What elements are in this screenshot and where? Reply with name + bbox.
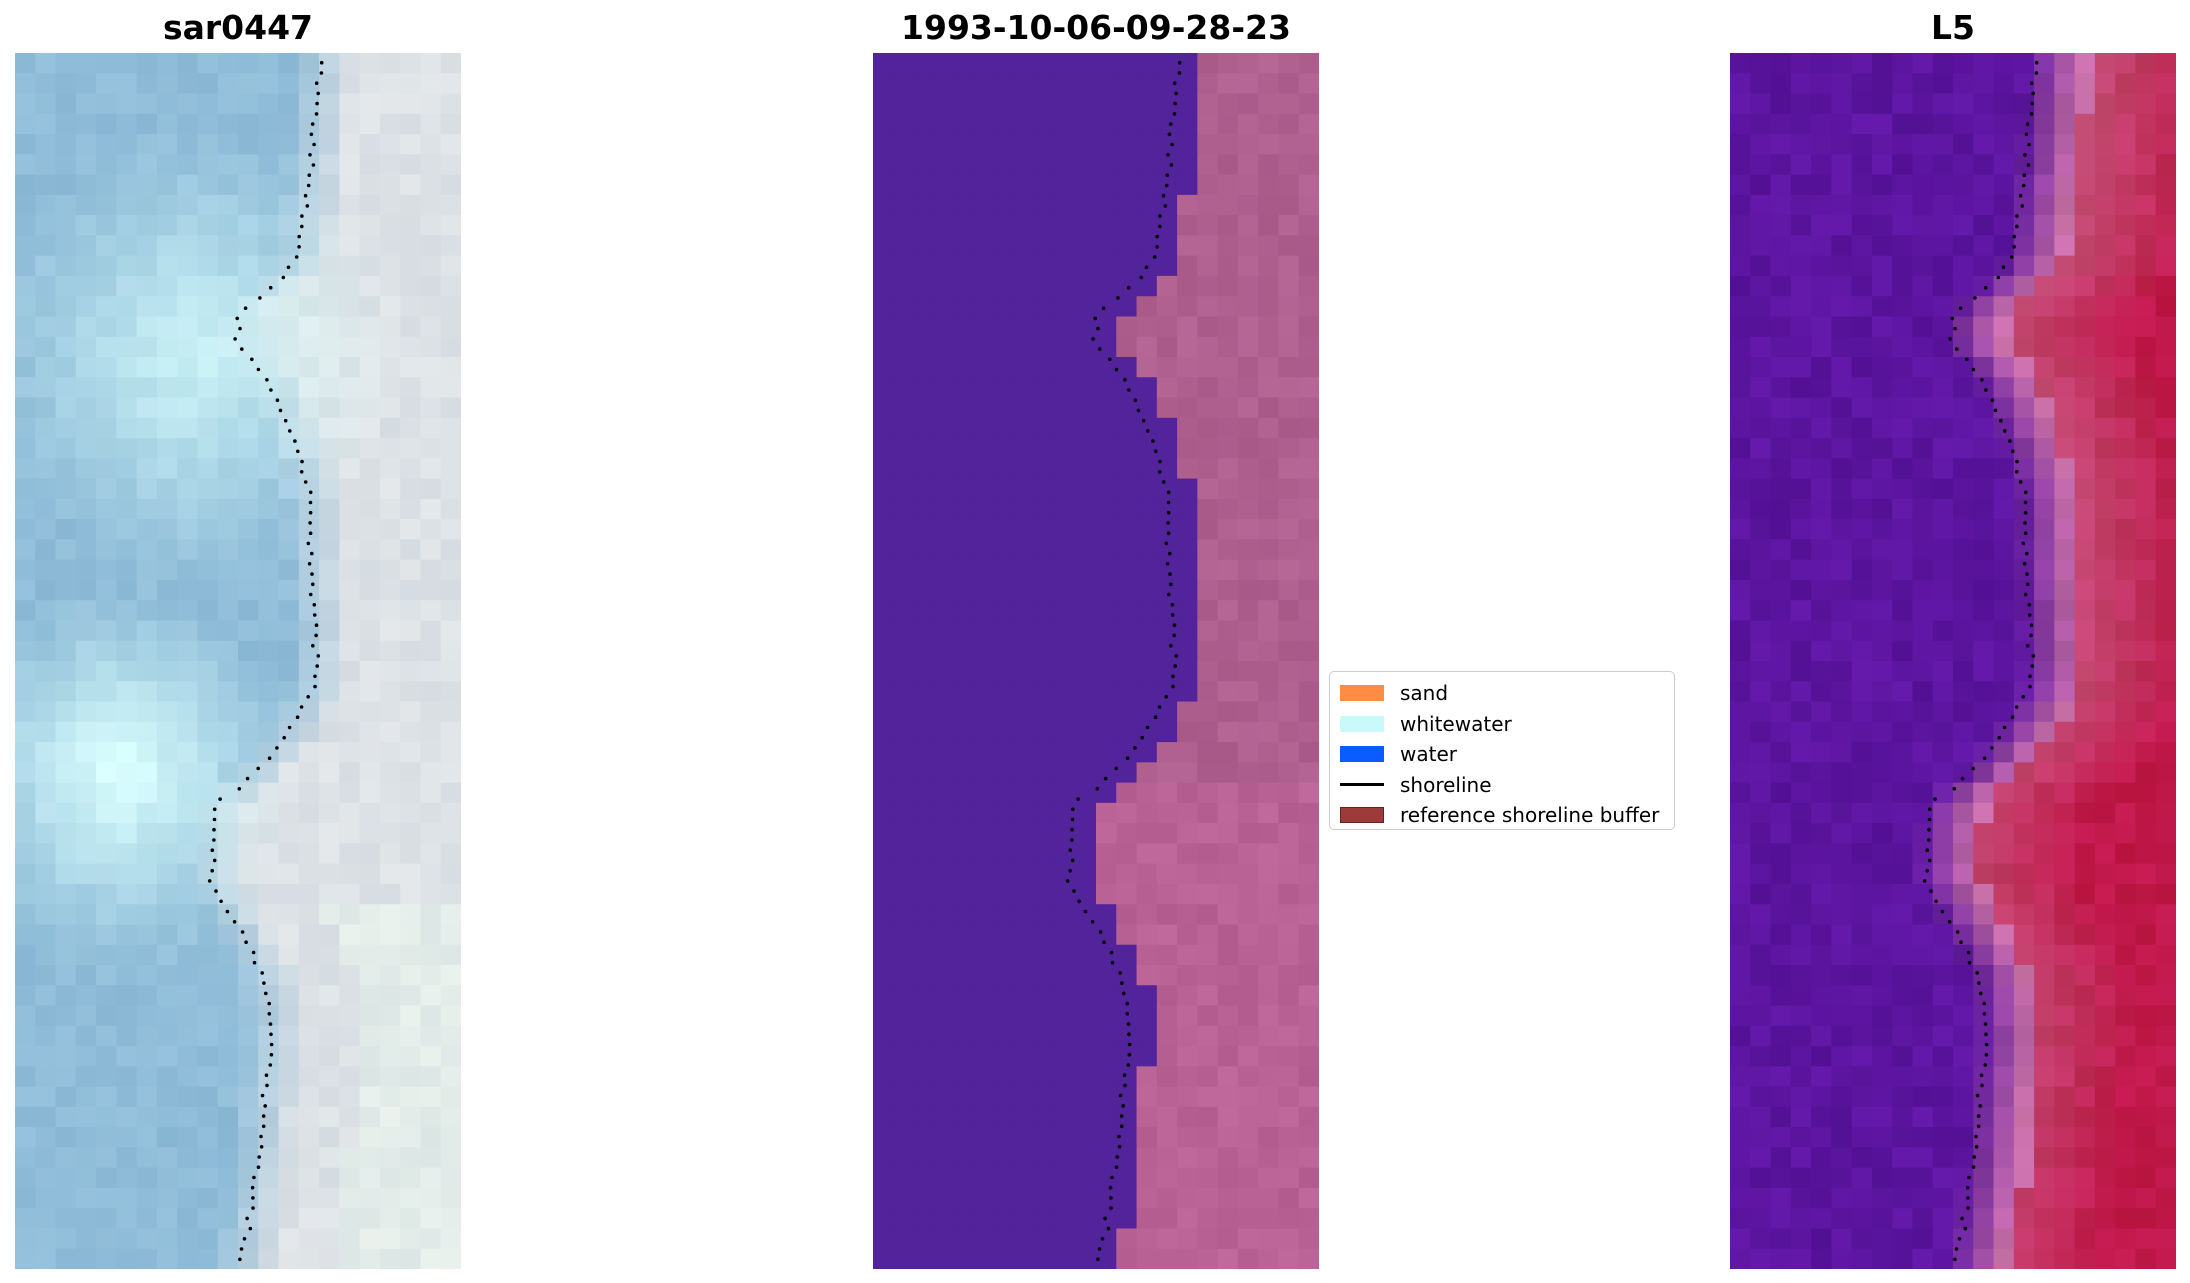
legend-label: water [1400,742,1457,767]
rgb-image-panel [15,53,461,1269]
class-pixels [873,53,1319,1269]
title-index-image: L5 [1931,8,1975,47]
index-image [1730,53,2176,1269]
legend-item: water [1340,739,1664,770]
legend-item: whitewater [1340,709,1664,740]
index-image-panel [1730,53,2176,1269]
legend-label: sand [1400,681,1449,706]
shoreline-points [1922,60,2039,1262]
legend-label: shoreline [1400,772,1492,797]
title-classified-image: 1993-10-06-09-28-23 [901,8,1291,47]
legend-color-swatch [1340,746,1384,763]
legend-item: sand [1340,678,1664,709]
legend: sand whitewater water shoreline reference sh… [1329,671,1675,830]
shoreline-points [1065,60,1182,1262]
classified-image [873,53,1319,1269]
index-pixels [1730,53,2176,1269]
classified-image-panel [873,53,1319,1269]
shoreline-points [207,60,324,1262]
rgb-image [15,53,461,1269]
legend-label: whitewater [1400,711,1512,736]
legend-color-swatch [1340,715,1384,732]
legend-line-swatch [1340,783,1384,787]
rgb-pixels [15,53,461,1269]
legend-item: reference shoreline buffer [1340,800,1664,831]
legend-color-swatch [1340,685,1384,702]
legend-item: shoreline [1340,770,1664,801]
legend-color-swatch [1340,807,1384,824]
legend-label: reference shoreline buffer [1400,803,1660,828]
title-rgb-image: sar0447 [162,8,314,47]
